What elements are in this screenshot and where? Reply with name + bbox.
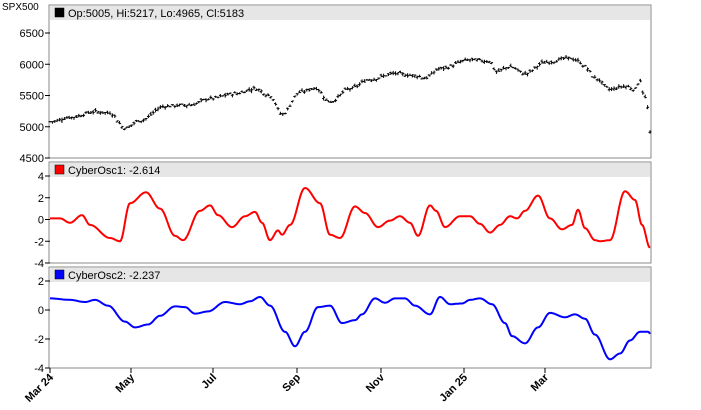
price-y-axis: 6500 6000 5500 5000 4500 — [20, 28, 50, 165]
x-tick-label: Jul — [199, 372, 219, 392]
x-tick-label: Jan 25 — [437, 372, 470, 405]
osc1-y-tick-label: 2 — [38, 193, 44, 205]
osc1-y-tick-label: -4 — [34, 258, 44, 270]
osc2-panel-frame — [48, 266, 652, 369]
price-legend-swatch — [54, 7, 65, 18]
osc2-y-tick-label: -4 — [34, 363, 44, 375]
price-legend-label: Op:5005, Hi:5217, Lo:4965, Cl:5183 — [68, 8, 244, 20]
price-candles — [48, 54, 652, 134]
osc2-y-tick-label: -2 — [34, 334, 44, 346]
price-y-tick-label: 5500 — [20, 91, 44, 103]
osc1-panel: CyberOsc1: -2.614 4 2 0 -2 -4 — [34, 161, 652, 270]
osc2-legend-swatch — [54, 269, 65, 280]
price-panel: Op:5005, Hi:5217, Lo:4965, Cl:5183 65006… — [20, 4, 652, 165]
osc2-y-tick-label: 2 — [38, 276, 44, 288]
x-tick-label: Sep — [280, 371, 303, 394]
symbol-label: SPX500 — [2, 2, 39, 13]
osc2-legend-bar — [50, 268, 650, 282]
osc1-y-axis: 4 2 0 -2 -4 — [34, 171, 50, 270]
x-axis: Mar 24 May Jul Sep Nov Jan 25 Mar — [23, 368, 552, 405]
x-tick-label: May — [113, 371, 137, 395]
x-tick-label: Nov — [364, 371, 388, 395]
x-tick-label: Mar 24 — [23, 371, 57, 405]
osc2-panel: CyberOsc2: -2.237 2 0 -2 -4 — [34, 266, 652, 375]
osc1-y-tick-label: 0 — [38, 215, 44, 227]
osc2-y-axis: 2 0 -2 -4 — [34, 276, 50, 375]
price-panel-frame — [48, 4, 652, 159]
osc1-legend-bar — [50, 163, 650, 177]
price-y-tick-label: 5000 — [20, 122, 44, 134]
x-tick-label: Mar — [529, 371, 552, 394]
osc1-legend-label: CyberOsc1: -2.614 — [68, 165, 160, 177]
osc2-line — [50, 295, 651, 361]
osc1-line — [50, 187, 651, 249]
price-y-tick-label: 6000 — [20, 59, 44, 71]
price-y-tick-label: 6500 — [20, 28, 44, 40]
osc1-legend-swatch — [54, 164, 65, 175]
price-legend-bar — [50, 6, 650, 20]
osc1-y-tick-label: -2 — [34, 236, 44, 248]
osc2-legend-label: CyberOsc2: -2.237 — [68, 270, 160, 282]
osc1-y-tick-label: 4 — [38, 171, 44, 183]
price-y-tick-label: 4500 — [20, 153, 44, 165]
osc2-y-tick-label: 0 — [38, 305, 44, 317]
